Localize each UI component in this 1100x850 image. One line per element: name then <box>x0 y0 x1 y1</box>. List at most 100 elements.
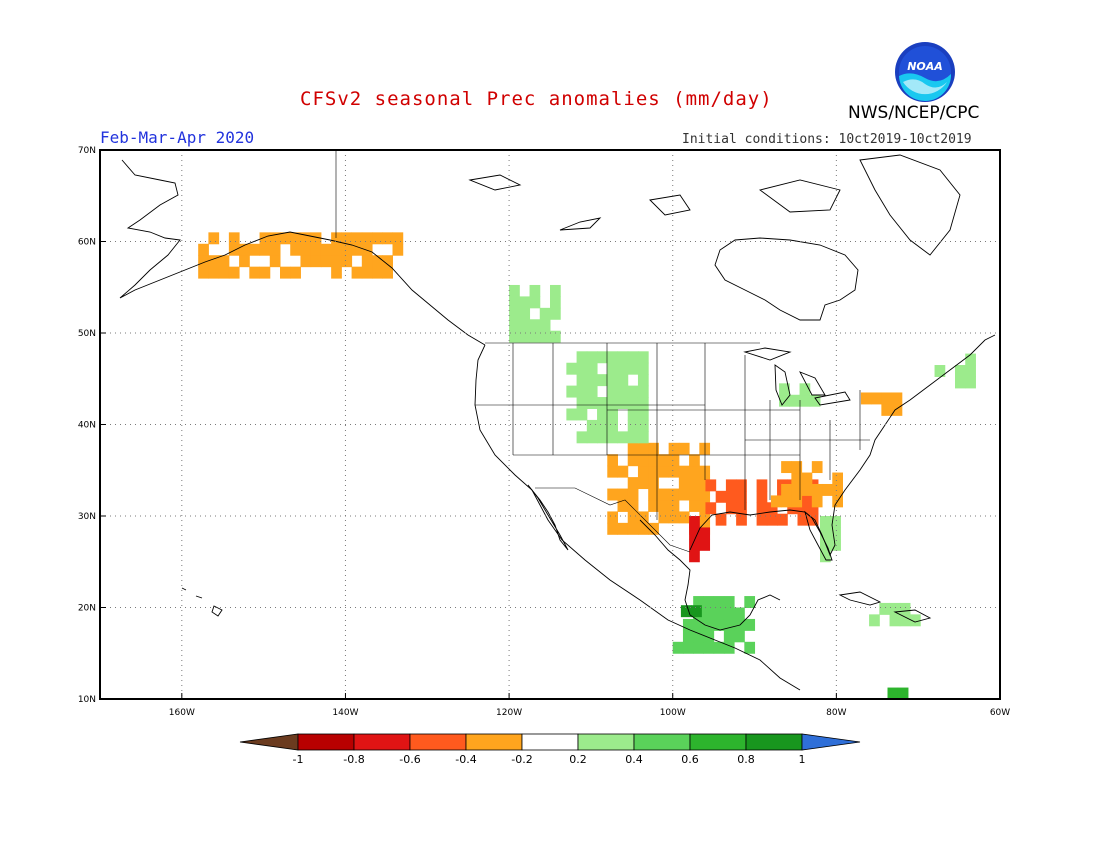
colorbar-swatch <box>521 733 579 751</box>
anomaly-cell <box>713 618 725 631</box>
anomaly-cell <box>637 454 649 467</box>
anomaly-cell <box>756 502 768 515</box>
anomaly-cell <box>269 243 281 256</box>
anomaly-cell <box>881 403 893 416</box>
anomaly-cell <box>689 516 700 528</box>
anomaly-cell <box>744 641 756 654</box>
anomaly-cell <box>509 330 520 343</box>
anomaly-cell <box>820 538 831 551</box>
anomaly-cell <box>668 454 680 467</box>
anomaly-cell <box>300 243 312 256</box>
anomaly-cell <box>637 362 649 375</box>
anomaly-cell <box>331 266 342 279</box>
anomaly-cell <box>637 511 649 524</box>
anomaly-mexico-wet <box>672 596 756 654</box>
anomaly-cell <box>392 232 404 245</box>
anomaly-cell <box>699 538 711 551</box>
anomaly-cell <box>627 522 639 535</box>
anomaly-cell <box>811 461 823 474</box>
anomaly-cell <box>820 550 831 563</box>
anomaly-cell <box>637 351 649 364</box>
anomaly-cell <box>699 499 711 512</box>
anomaly-cell <box>689 477 700 490</box>
anomaly-cell <box>822 483 833 496</box>
anomaly-cell <box>607 362 618 375</box>
anomaly-cell <box>689 488 700 501</box>
anomaly-cell <box>586 362 598 375</box>
anomaly-cell <box>509 319 520 332</box>
anomaly-cell <box>791 483 803 496</box>
anomaly-cell <box>699 465 711 478</box>
anomaly-cell <box>791 495 803 508</box>
tick-label-lon: 100W <box>660 708 686 718</box>
anomaly-cell <box>351 232 363 245</box>
anomaly-cell <box>723 618 735 631</box>
anomaly-cell <box>682 630 694 643</box>
anomaly-cell <box>766 502 778 515</box>
anomaly-cell <box>310 243 322 256</box>
anomaly-cell <box>725 479 737 492</box>
anomaly-colombia-wet <box>887 687 909 700</box>
anomaly-cell <box>965 376 976 389</box>
anomaly-cell <box>689 538 700 551</box>
anomaly-cell <box>736 490 747 503</box>
anomaly-cell <box>239 243 250 256</box>
anomaly-cell <box>734 630 745 643</box>
anomaly-cell <box>627 397 639 409</box>
anomaly-cell <box>320 255 332 268</box>
colorbar-swatch <box>297 733 355 751</box>
tick-label-lon: 80W <box>826 708 846 718</box>
anomaly-cell <box>627 442 639 455</box>
anomaly-cell <box>779 383 790 396</box>
anomaly-cell <box>617 374 629 387</box>
anomaly-cell <box>331 243 342 256</box>
anomaly-cell <box>361 266 373 279</box>
anomaly-cell <box>689 550 700 563</box>
anomaly-cell <box>703 607 715 620</box>
colorbar-swatch <box>689 733 747 751</box>
anomaly-cell <box>617 385 629 398</box>
anomaly-cell <box>331 232 342 245</box>
anomaly-cell <box>871 392 882 405</box>
anomaly-cell <box>965 365 976 377</box>
anomaly-cell <box>891 392 903 405</box>
anomaly-cell <box>832 483 843 496</box>
anomaly-rockies-wet <box>566 351 649 444</box>
anomaly-cell <box>519 296 531 309</box>
anomaly-cell <box>860 392 872 405</box>
anomaly-cell <box>705 502 717 515</box>
anomaly-cell <box>627 488 639 501</box>
anomaly-cell <box>382 255 393 268</box>
figure-title: CFSv2 seasonal Prec anomalies (mm/day) <box>300 88 773 110</box>
anomaly-cell <box>648 465 659 478</box>
anomaly-cell <box>744 596 756 608</box>
anomaly-cell <box>259 232 271 245</box>
anomaly-cell <box>658 465 670 478</box>
anomaly-cell <box>597 397 608 409</box>
anomaly-cell <box>832 472 843 485</box>
anomaly-cell <box>208 232 220 245</box>
anomaly-cell <box>627 351 639 364</box>
anomaly-cell <box>529 284 541 297</box>
anomaly-cell <box>519 307 531 320</box>
anomaly-mexico-strong-wet <box>680 605 702 618</box>
anomaly-cell <box>637 397 649 409</box>
anomaly-texas-coast-strong-dry <box>689 516 711 563</box>
anomaly-cell <box>617 397 629 409</box>
tick-label-lon: 60W <box>990 708 1010 718</box>
anomaly-cell <box>830 527 841 540</box>
anomaly-cell <box>637 374 649 387</box>
anomaly-cell <box>198 266 209 279</box>
colorbar-arrow-right <box>801 733 861 751</box>
anomaly-cell <box>539 330 551 343</box>
anomaly-cell <box>627 362 639 375</box>
anomaly-cell <box>617 362 629 375</box>
anomaly-cell <box>781 495 792 508</box>
anomaly-cell <box>341 232 353 245</box>
anomaly-cell <box>351 266 363 279</box>
anomaly-cell <box>799 394 811 407</box>
anomaly-great-lakes-wet <box>779 383 821 407</box>
anomaly-cell <box>703 641 715 654</box>
anomaly-cell <box>678 442 690 455</box>
